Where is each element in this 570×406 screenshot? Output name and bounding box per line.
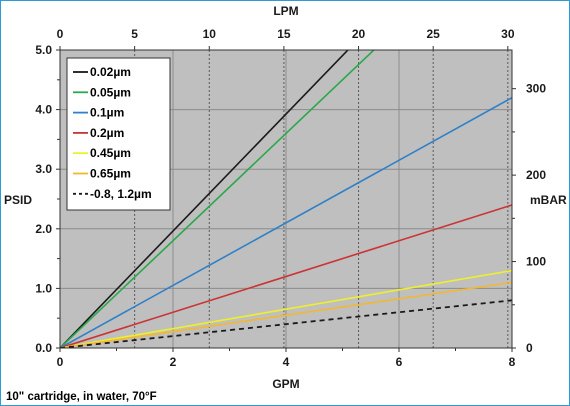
axis-ticks: 0 2 4 6 80.01.02.03.04.05.00 5 10 15 20 25 3001002…: [35, 27, 546, 369]
legend-label: 0.2µm: [90, 126, 124, 140]
right-tick-label: 0: [526, 341, 533, 355]
y-tick-label: 3.0: [35, 162, 52, 176]
series-line: [60, 96, 512, 348]
right-tick-label: 300: [526, 82, 546, 96]
y-tick-label: 2.0: [35, 222, 52, 236]
series-line: [60, 50, 350, 348]
x-tick-label: 0: [57, 355, 64, 369]
legend-label: 0.05µm: [90, 85, 131, 99]
series-line: [60, 299, 512, 348]
top-tick-label: 25: [427, 27, 441, 41]
legend-label: 0.1µm: [90, 106, 124, 120]
y-right-axis-label: mBAR: [530, 193, 567, 207]
legend-label: 0.02µm: [90, 65, 131, 79]
top-tick-label: 15: [277, 27, 291, 41]
series-lines: [60, 50, 512, 348]
y-tick-label: 1.0: [35, 281, 52, 295]
top-tick-label: 20: [352, 27, 366, 41]
legend: 0.02µm 0.05µm 0.1µm 0.2µm 0.45µm 0.65µm -0.8, …: [66, 57, 171, 211]
top-tick-label: 10: [203, 27, 217, 41]
x-tick-label: 4: [283, 355, 290, 369]
y-tick-label: 5.0: [35, 43, 52, 57]
legend-label: 0.65µm: [90, 167, 131, 181]
footnote: 10" cartridge, in water, 70°F: [6, 391, 157, 403]
series-line: [60, 50, 376, 348]
x-bottom-axis-label: GPM: [272, 377, 299, 391]
top-tick-label: 0: [57, 27, 64, 41]
right-tick-label: 200: [526, 168, 546, 182]
x-tick-label: 2: [170, 355, 177, 369]
legend-box: [66, 57, 171, 211]
series-line: [60, 281, 512, 348]
y-tick-label: 0.0: [35, 341, 52, 355]
series-line: [60, 269, 512, 348]
legend-label: 0.45µm: [90, 146, 131, 160]
y-left-axis-label: PSID: [4, 193, 32, 207]
top-tick-label: 5: [131, 27, 138, 41]
right-tick-label: 100: [526, 255, 546, 269]
y-tick-label: 4.0: [35, 103, 52, 117]
top-tick-label: 30: [501, 27, 515, 41]
series-line: [60, 204, 512, 348]
x-top-axis-label: LPM: [273, 4, 298, 18]
x-tick-label: 6: [396, 355, 403, 369]
legend-label: -0.8, 1.2µm: [90, 187, 152, 201]
x-tick-label: 8: [509, 355, 516, 369]
